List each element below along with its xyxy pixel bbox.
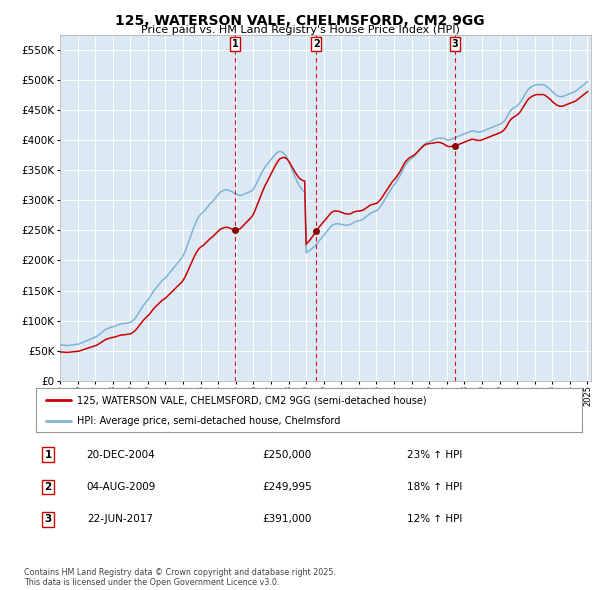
Text: 04-AUG-2009: 04-AUG-2009 bbox=[86, 482, 155, 492]
Text: HPI: Average price, semi-detached house, Chelmsford: HPI: Average price, semi-detached house,… bbox=[77, 416, 340, 426]
Text: Price paid vs. HM Land Registry's House Price Index (HPI): Price paid vs. HM Land Registry's House … bbox=[140, 25, 460, 35]
Text: 3: 3 bbox=[452, 39, 458, 49]
Text: 20-DEC-2004: 20-DEC-2004 bbox=[86, 450, 155, 460]
Text: 125, WATERSON VALE, CHELMSFORD, CM2 9GG: 125, WATERSON VALE, CHELMSFORD, CM2 9GG bbox=[115, 14, 485, 28]
Text: Contains HM Land Registry data © Crown copyright and database right 2025.
This d: Contains HM Land Registry data © Crown c… bbox=[24, 568, 336, 587]
Text: 18% ↑ HPI: 18% ↑ HPI bbox=[407, 482, 462, 492]
Text: 22-JUN-2017: 22-JUN-2017 bbox=[88, 514, 154, 525]
Text: 2: 2 bbox=[44, 482, 52, 492]
Text: £249,995: £249,995 bbox=[262, 482, 312, 492]
Text: 1: 1 bbox=[44, 450, 52, 460]
Text: 23% ↑ HPI: 23% ↑ HPI bbox=[407, 450, 462, 460]
Text: 2: 2 bbox=[313, 39, 320, 49]
Text: £250,000: £250,000 bbox=[263, 450, 312, 460]
Text: 3: 3 bbox=[44, 514, 52, 525]
Text: 12% ↑ HPI: 12% ↑ HPI bbox=[407, 514, 462, 525]
Text: 1: 1 bbox=[232, 39, 239, 49]
Text: 125, WATERSON VALE, CHELMSFORD, CM2 9GG (semi-detached house): 125, WATERSON VALE, CHELMSFORD, CM2 9GG … bbox=[77, 395, 427, 405]
Text: £391,000: £391,000 bbox=[262, 514, 312, 525]
